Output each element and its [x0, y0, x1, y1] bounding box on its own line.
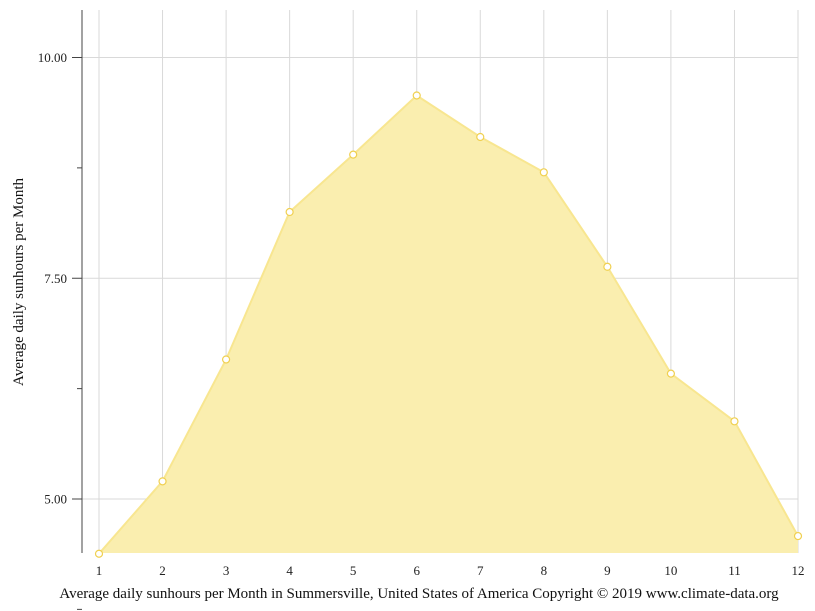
data-point-3 [221, 355, 231, 364]
data-point-12 [793, 531, 803, 541]
axes [72, 10, 83, 610]
x-tick-label-6: 6 [413, 563, 420, 578]
y-tick-labels: 5.00 7.50 10.00 [38, 50, 67, 507]
data-point-9 [603, 262, 612, 271]
x-tick-label-3: 3 [223, 563, 230, 578]
y-tick-label-2: 10.00 [38, 50, 67, 65]
data-point-7 [476, 132, 485, 142]
data-point-10 [666, 369, 676, 378]
x-tick-label-5: 5 [350, 563, 357, 578]
x-tick-label-7: 7 [477, 563, 484, 578]
x-tick-label-9: 9 [604, 563, 611, 578]
data-point-4 [285, 207, 294, 217]
data-point-6 [412, 91, 421, 100]
x-tick-labels: 1 2 3 4 5 6 7 8 9 10 11 12 [96, 563, 805, 578]
y-tick-label-0: 5.00 [44, 492, 67, 507]
x-tick-label-4: 4 [286, 563, 293, 578]
chart-caption: Average daily sunhours per Month in Summ… [59, 586, 779, 602]
x-tick-label-8: 8 [541, 563, 548, 578]
y-tick-label-1: 7.50 [44, 271, 67, 286]
x-tick-label-11: 11 [728, 563, 741, 578]
y-axis-title: Average daily sunhours per Month [11, 178, 27, 387]
data-point-8 [539, 168, 548, 177]
area-fill [99, 95, 798, 554]
series-line [98, 94, 799, 555]
data-point-5 [349, 150, 358, 159]
data-point-11 [730, 417, 739, 426]
data-point-1 [94, 549, 104, 558]
x-tick-label-10: 10 [664, 563, 677, 578]
x-tick-label-12: 12 [792, 563, 805, 578]
data-points [94, 91, 803, 558]
data-point-2 [158, 477, 167, 486]
x-tick-label-2: 2 [159, 563, 166, 578]
x-tick-label-1: 1 [96, 563, 103, 578]
